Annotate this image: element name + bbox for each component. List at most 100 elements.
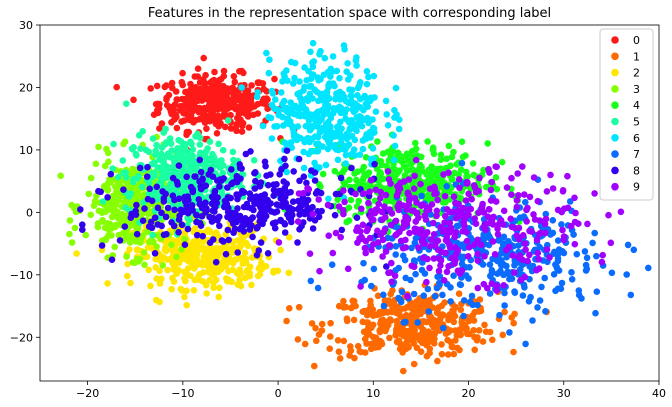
data-point bbox=[184, 93, 192, 101]
data-point bbox=[352, 190, 359, 198]
data-point bbox=[445, 263, 452, 270]
data-point bbox=[459, 211, 466, 218]
data-point bbox=[168, 79, 176, 87]
data-point bbox=[270, 186, 278, 194]
data-point bbox=[238, 128, 246, 135]
data-point bbox=[335, 146, 342, 154]
data-point bbox=[289, 211, 296, 219]
data-point bbox=[387, 221, 395, 229]
data-point bbox=[213, 130, 221, 137]
data-point bbox=[213, 82, 220, 90]
data-point bbox=[152, 264, 159, 271]
data-point bbox=[172, 88, 180, 95]
data-point bbox=[433, 284, 441, 292]
data-point bbox=[144, 195, 152, 203]
data-point bbox=[129, 165, 136, 173]
data-point bbox=[277, 246, 284, 254]
data-point bbox=[408, 165, 416, 173]
data-point bbox=[273, 181, 280, 188]
data-point bbox=[164, 153, 172, 160]
data-point bbox=[425, 206, 433, 213]
data-point bbox=[358, 205, 365, 213]
data-point bbox=[369, 145, 377, 152]
data-point bbox=[513, 232, 521, 239]
data-point bbox=[208, 193, 216, 201]
data-point bbox=[536, 243, 543, 251]
data-point bbox=[300, 189, 307, 197]
data-point bbox=[354, 342, 362, 350]
data-point bbox=[286, 305, 293, 312]
data-point bbox=[114, 173, 122, 181]
data-point bbox=[66, 230, 73, 238]
data-point bbox=[87, 211, 95, 219]
data-point bbox=[378, 208, 386, 216]
data-point bbox=[391, 272, 399, 280]
data-point bbox=[162, 164, 169, 172]
data-point bbox=[404, 292, 411, 300]
data-point bbox=[133, 230, 141, 238]
data-point bbox=[215, 250, 223, 258]
data-point bbox=[296, 89, 304, 97]
data-point bbox=[254, 79, 262, 86]
data-point bbox=[399, 224, 407, 232]
data-point bbox=[178, 95, 186, 103]
data-point bbox=[309, 210, 317, 218]
data-point bbox=[218, 188, 225, 195]
data-point bbox=[92, 160, 100, 168]
data-point bbox=[308, 122, 316, 130]
data-point bbox=[171, 116, 178, 123]
data-point bbox=[193, 218, 200, 226]
data-point bbox=[456, 281, 464, 288]
data-point bbox=[207, 166, 215, 174]
legend-item-4: 4 bbox=[611, 99, 640, 112]
data-point bbox=[510, 348, 517, 356]
data-point bbox=[264, 250, 272, 257]
data-point bbox=[435, 267, 443, 275]
data-point bbox=[228, 278, 235, 286]
data-point bbox=[336, 355, 344, 362]
data-point bbox=[534, 197, 542, 205]
legend-item-5: 5 bbox=[611, 116, 640, 129]
data-point bbox=[325, 232, 333, 239]
data-point bbox=[240, 108, 248, 115]
data-point bbox=[216, 222, 223, 230]
data-point bbox=[465, 275, 472, 282]
data-point bbox=[554, 237, 562, 244]
data-point bbox=[448, 176, 456, 183]
data-point bbox=[304, 184, 311, 192]
data-point bbox=[471, 215, 479, 222]
data-point bbox=[394, 151, 402, 159]
data-point bbox=[283, 119, 291, 126]
data-point bbox=[511, 262, 518, 269]
data-point bbox=[199, 244, 207, 251]
data-point bbox=[231, 78, 239, 86]
data-point bbox=[343, 143, 351, 150]
x-tick-label: −20 bbox=[76, 387, 99, 400]
data-point bbox=[171, 101, 179, 108]
data-point bbox=[191, 96, 199, 103]
data-point bbox=[120, 140, 127, 148]
data-point bbox=[460, 297, 468, 304]
data-point bbox=[145, 190, 153, 198]
data-point bbox=[332, 229, 340, 237]
data-point bbox=[147, 218, 155, 226]
data-point bbox=[308, 167, 315, 174]
data-point bbox=[433, 207, 441, 215]
data-point bbox=[584, 220, 591, 228]
data-point bbox=[221, 123, 229, 131]
data-point bbox=[130, 144, 137, 151]
data-point bbox=[314, 284, 322, 292]
data-point bbox=[371, 209, 379, 217]
data-point bbox=[255, 195, 263, 203]
data-point bbox=[440, 277, 448, 284]
data-point bbox=[99, 237, 106, 244]
data-point bbox=[188, 250, 195, 257]
data-point bbox=[324, 201, 332, 209]
data-point bbox=[238, 99, 246, 107]
data-point bbox=[474, 301, 481, 309]
data-point bbox=[396, 296, 404, 303]
data-point bbox=[261, 158, 269, 166]
data-point bbox=[248, 281, 255, 289]
data-point bbox=[154, 190, 161, 197]
data-point bbox=[624, 241, 632, 249]
